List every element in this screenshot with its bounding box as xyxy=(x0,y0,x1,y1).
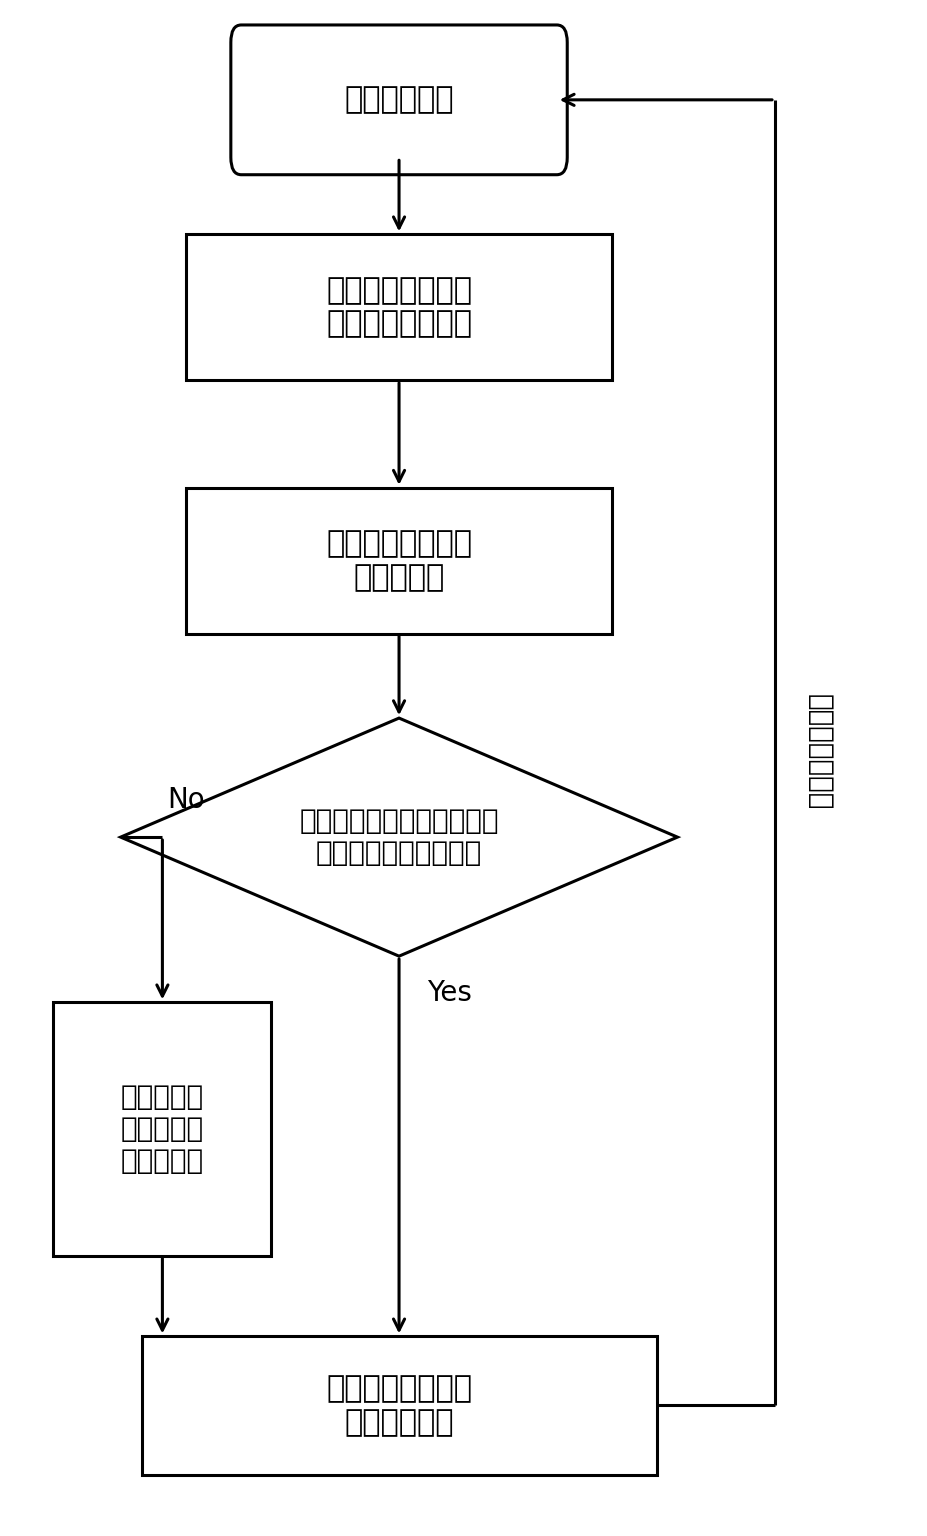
Text: 当前混洗模式是否和混洗模
式表中的某一表项相同: 当前混洗模式是否和混洗模 式表中的某一表项相同 xyxy=(299,806,498,868)
Bar xyxy=(185,233,612,379)
Text: 在当前混洗指令中
增加地址信息: 在当前混洗指令中 增加地址信息 xyxy=(325,1375,472,1436)
Bar xyxy=(141,1336,656,1475)
Bar xyxy=(53,1003,271,1256)
Text: No: No xyxy=(167,786,205,814)
Text: 在混洗模式
表中增加一
个新的表项: 在混洗模式 表中增加一 个新的表项 xyxy=(121,1083,204,1175)
Text: 将当前数据粒度设
置为最小数据粒度: 将当前数据粒度设 置为最小数据粒度 xyxy=(325,276,472,338)
Text: Yes: Yes xyxy=(426,980,471,1008)
Text: 下一个混洗请求: 下一个混洗请求 xyxy=(805,694,832,811)
FancyBboxPatch shape xyxy=(231,25,566,175)
Bar xyxy=(185,487,612,633)
Text: 当前混洗请求: 当前混洗请求 xyxy=(344,86,453,114)
Polygon shape xyxy=(121,719,677,955)
Text: 按照当前粒度索引
法进行压缩: 按照当前粒度索引 法进行压缩 xyxy=(325,530,472,591)
